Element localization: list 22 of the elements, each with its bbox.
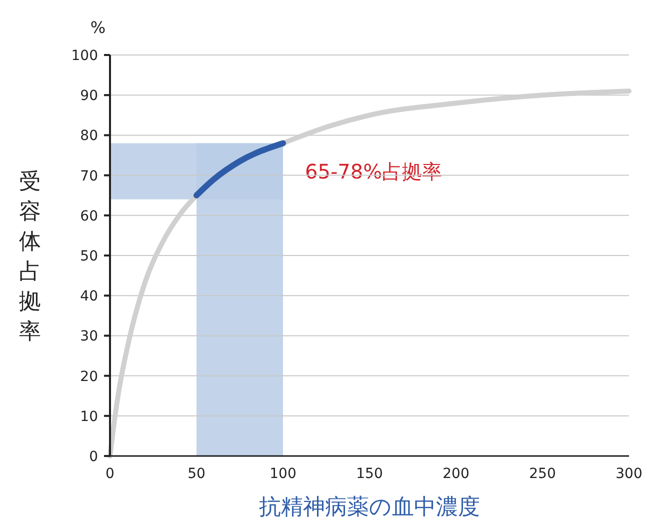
x-tick-label: 300 [616, 466, 642, 482]
text: % [90, 18, 106, 37]
x-tick-label: 50 [188, 466, 206, 482]
x-axis-title: 抗精神病薬の血中濃度 [259, 495, 480, 520]
x-tick-label: 0 [106, 466, 114, 482]
y-tick-label: 0 [89, 449, 98, 465]
y-tick-label: 80 [80, 128, 98, 144]
band-label: 65-78%占拠率 [305, 159, 442, 184]
x-tick-label: 150 [356, 466, 383, 482]
x-tick-label: 250 [529, 466, 556, 482]
y-tick-label: 90 [80, 88, 98, 104]
y-tick-label: 20 [80, 368, 98, 385]
y-tick-label: 30 [80, 328, 98, 345]
y-tick-label: 10 [80, 408, 98, 425]
y-tick-label: 100 [71, 48, 98, 64]
y-tick-label: 50 [80, 248, 98, 264]
x-tick-label: 100 [270, 466, 296, 482]
y-tick-label: 40 [80, 288, 98, 305]
y-tick-label: 70 [80, 168, 98, 184]
x-tick-label: 200 [442, 466, 470, 482]
y-axis-title: 受容体占拠率 [19, 170, 41, 344]
y-tick-label: 60 [80, 208, 98, 224]
